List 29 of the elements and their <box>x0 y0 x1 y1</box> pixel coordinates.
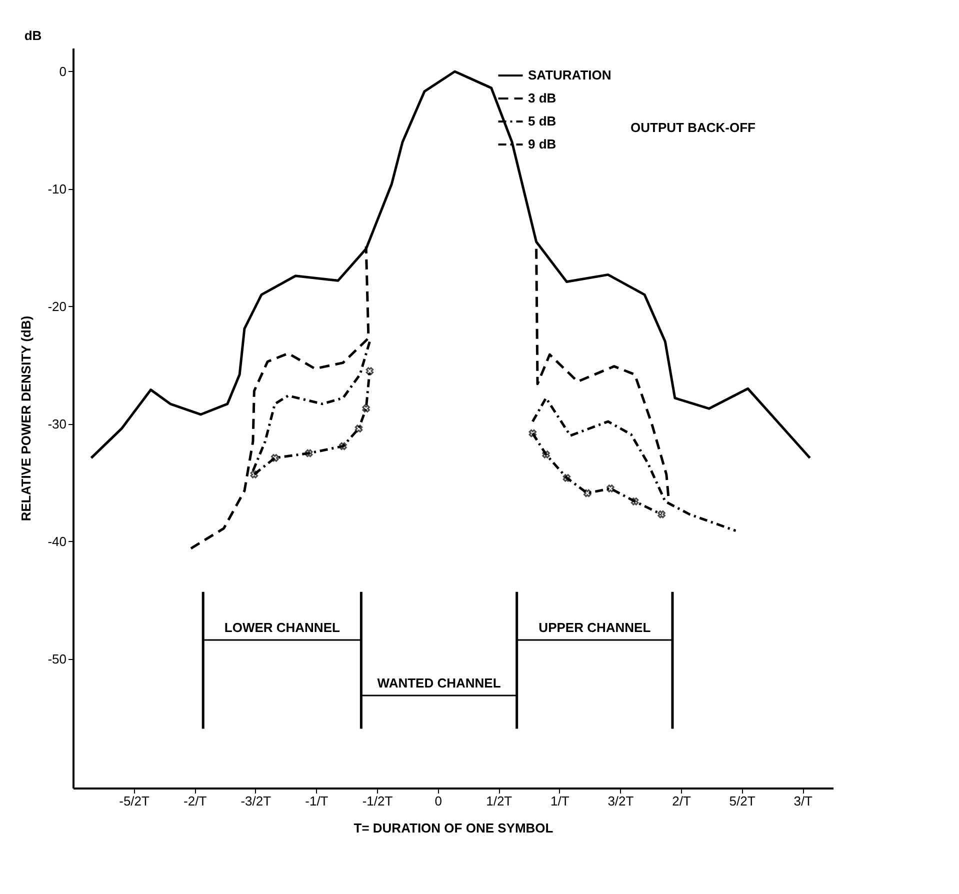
x-tick-label: -3/2T <box>240 794 272 808</box>
x-axis-title: T= DURATION OF ONE SYMBOL <box>354 820 554 836</box>
annotation: UPPER CHANNEL <box>538 620 651 635</box>
annotation: OUTPUT BACK-OFF <box>630 120 756 135</box>
y-axis-title: RELATIVE POWER DENSITY (dB) <box>18 316 34 522</box>
legend-label: 9 dB <box>528 136 556 152</box>
y-tick-label: -20 <box>48 298 66 314</box>
x-tick-label: -1/2T <box>362 794 393 808</box>
y-tick-label: -50 <box>48 651 66 666</box>
annotation: WANTED CHANNEL <box>377 676 501 690</box>
x-tick-label: 2/T <box>672 794 691 808</box>
annotation: LOWER CHANNEL <box>224 620 340 635</box>
legend-label: 3 dB <box>528 90 556 106</box>
y-tick-label: 0 <box>59 64 66 79</box>
y-tick-label: -10 <box>48 181 66 196</box>
x-tick-label: -1/T <box>305 794 328 808</box>
x-tick-label: 0 <box>434 794 442 808</box>
legend-label: SATURATION <box>528 68 612 82</box>
y-tick-label: -30 <box>48 416 66 432</box>
y-tick-label: -40 <box>48 534 66 549</box>
legend-label: 5 dB <box>528 114 556 128</box>
x-tick-label: 3/T <box>794 794 813 808</box>
x-tick-label: 5/2T <box>729 794 756 808</box>
text: dB <box>24 28 42 43</box>
x-tick-label: 1/T <box>550 794 570 808</box>
x-tick-label: 1/2T <box>486 794 512 808</box>
x-tick-label: 3/2T <box>608 794 634 808</box>
x-tick-label: -5/2T <box>119 794 150 808</box>
x-tick-label: -2/T <box>184 794 207 808</box>
